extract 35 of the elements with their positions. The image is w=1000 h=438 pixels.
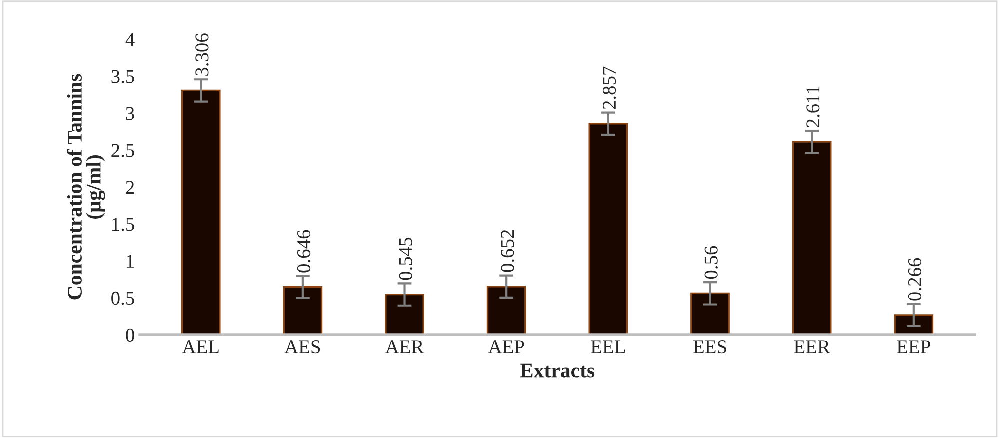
data-label: 3.306 (196, 34, 209, 76)
x-tick-label: EES (694, 340, 726, 354)
bar (792, 141, 832, 336)
y-tick-label: 2 (126, 181, 134, 194)
bar (283, 286, 323, 336)
x-tick-label: AEL (182, 340, 219, 354)
x-tick-label: AEP (488, 340, 524, 354)
x-tick-label: AES (284, 340, 320, 354)
y-tick-label: 3 (126, 107, 134, 120)
data-label: 0.646 (297, 230, 311, 273)
x-tick-label: EER (794, 340, 830, 354)
y-tick-label: 0 (126, 328, 134, 342)
y-axis-title: Concentration of Tannins (µg/ml) (67, 74, 106, 300)
bar (588, 123, 628, 336)
bar (894, 314, 934, 336)
bar (181, 90, 221, 336)
y-tick-label: 4 (126, 33, 135, 46)
y-tick-label: 1.5 (112, 218, 134, 232)
data-label: 2.857 (602, 66, 616, 110)
bar (385, 294, 424, 336)
data-label: 0.266 (908, 258, 922, 301)
x-axis-title: Extracts (520, 364, 595, 378)
bar (486, 286, 526, 336)
x-tick-label: EEL (591, 340, 626, 354)
data-label: 0.652 (501, 230, 514, 272)
x-tick-label: AER (386, 340, 424, 354)
y-tick-label: 0.5 (112, 292, 134, 306)
y-tick-label: 3.5 (112, 70, 134, 84)
data-label: 0.545 (399, 238, 412, 280)
bar (690, 292, 730, 336)
y-tick-label: 2.5 (112, 144, 134, 158)
data-label: 0.56 (704, 246, 718, 280)
y-tick-label: 1 (127, 255, 134, 268)
data-label: 2.611 (806, 86, 820, 128)
x-tick-label: EEP (897, 340, 930, 354)
